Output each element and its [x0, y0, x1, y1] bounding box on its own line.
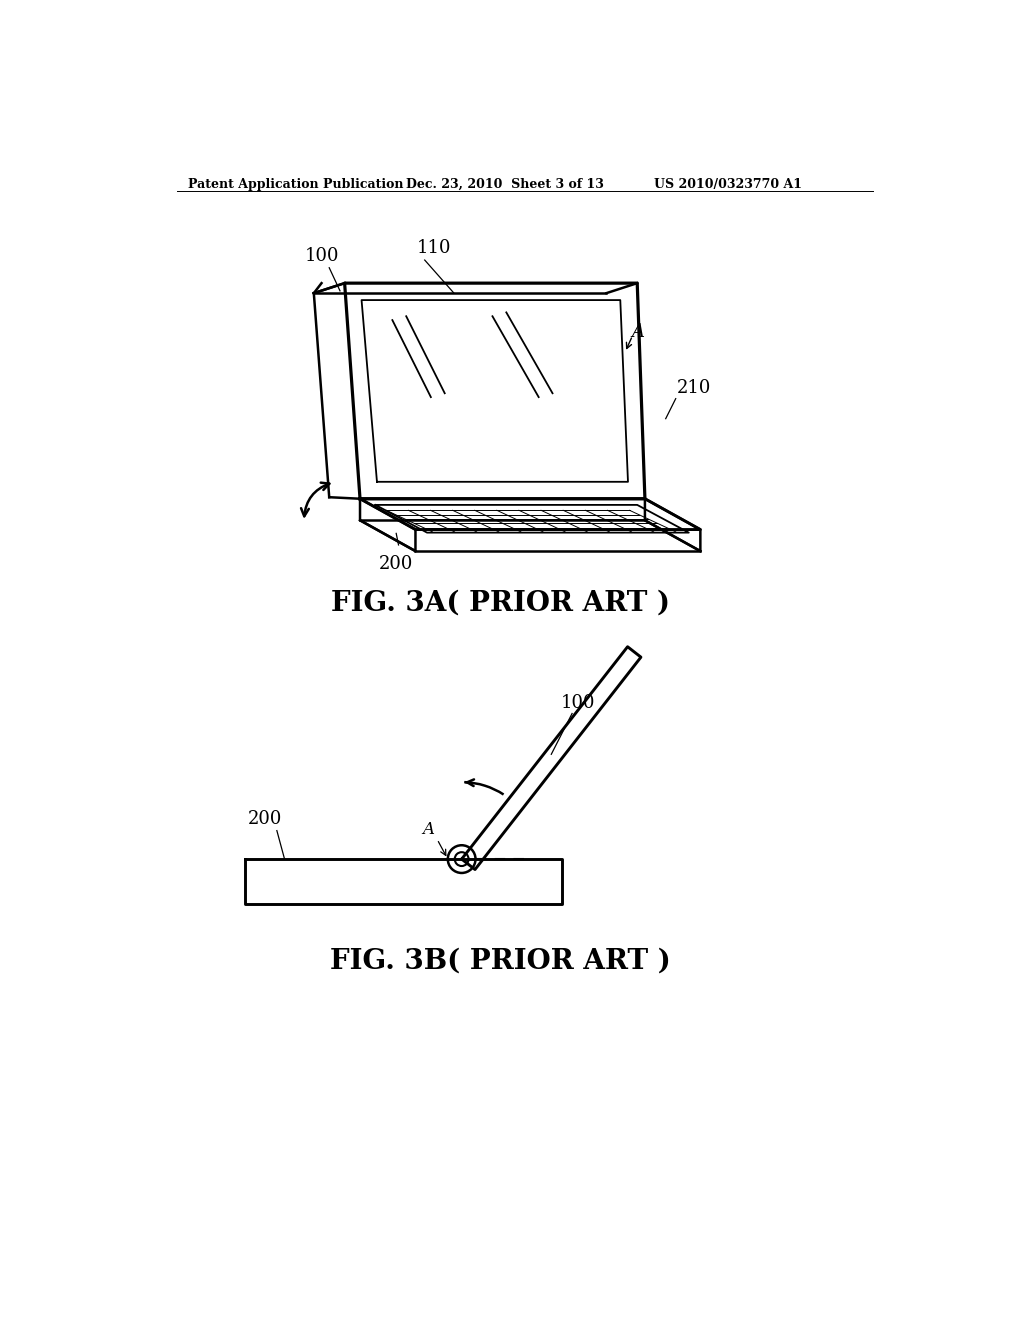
- Text: Patent Application Publication: Patent Application Publication: [188, 178, 403, 190]
- Text: 100: 100: [304, 247, 339, 264]
- Text: FIG. 3B( PRIOR ART ): FIG. 3B( PRIOR ART ): [330, 948, 671, 974]
- Text: Dec. 23, 2010  Sheet 3 of 13: Dec. 23, 2010 Sheet 3 of 13: [407, 178, 604, 190]
- Text: 110: 110: [417, 239, 452, 257]
- Text: FIG. 3A( PRIOR ART ): FIG. 3A( PRIOR ART ): [331, 590, 670, 616]
- Text: A: A: [631, 322, 644, 341]
- Text: 200: 200: [248, 810, 283, 829]
- Text: 200: 200: [379, 554, 414, 573]
- Text: A: A: [423, 821, 435, 838]
- Text: US 2010/0323770 A1: US 2010/0323770 A1: [654, 178, 802, 190]
- Text: 210: 210: [677, 379, 712, 397]
- Text: 100: 100: [561, 694, 596, 711]
